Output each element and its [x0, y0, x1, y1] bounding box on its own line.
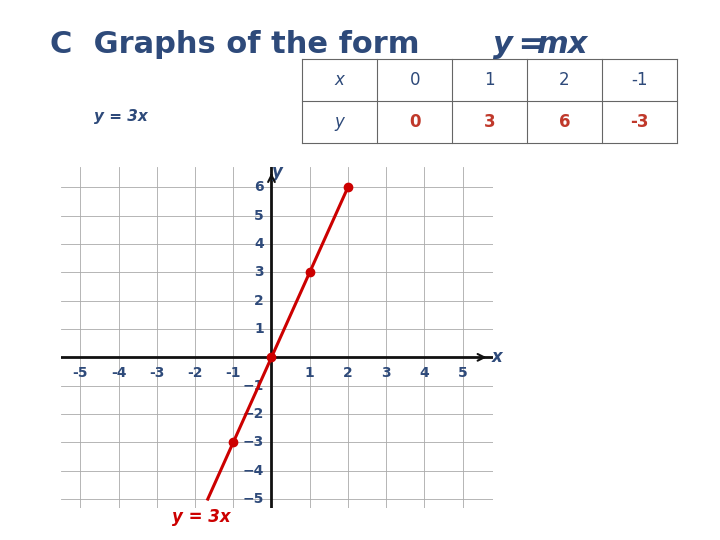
Text: 3: 3 — [254, 265, 264, 279]
Text: 1: 1 — [305, 366, 315, 380]
Text: -3: -3 — [630, 113, 649, 131]
Text: 1: 1 — [254, 322, 264, 336]
Text: −5: −5 — [243, 492, 264, 506]
Text: 0: 0 — [410, 71, 420, 89]
Text: −4: −4 — [243, 464, 264, 478]
Text: y: y — [271, 163, 283, 181]
Text: 2: 2 — [559, 71, 570, 89]
Text: x: x — [491, 348, 502, 366]
Text: 3: 3 — [382, 366, 391, 380]
Text: -4: -4 — [111, 366, 126, 380]
Text: y = 3x: y = 3x — [172, 509, 231, 526]
Text: x: x — [335, 71, 345, 89]
Text: y: y — [335, 113, 345, 131]
Text: 3: 3 — [484, 113, 495, 131]
Text: -5: -5 — [73, 366, 88, 380]
Text: 4: 4 — [254, 237, 264, 251]
Text: 0: 0 — [409, 113, 420, 131]
Text: mx: mx — [536, 30, 588, 59]
Text: y = 3x: y = 3x — [94, 109, 148, 124]
Text: -1: -1 — [631, 71, 647, 89]
Text: −3: −3 — [243, 435, 264, 449]
Text: y: y — [493, 30, 513, 59]
Text: 6: 6 — [559, 113, 570, 131]
Text: =: = — [508, 30, 554, 59]
Text: 6: 6 — [254, 180, 264, 194]
Text: 2: 2 — [254, 294, 264, 308]
Text: 4: 4 — [420, 366, 429, 380]
Text: 5: 5 — [254, 208, 264, 222]
Text: −2: −2 — [243, 407, 264, 421]
Text: -3: -3 — [149, 366, 164, 380]
Text: −1: −1 — [243, 379, 264, 393]
Text: -2: -2 — [187, 366, 203, 380]
Text: 1: 1 — [485, 71, 495, 89]
Text: C  Graphs of the form: C Graphs of the form — [50, 30, 431, 59]
Text: -1: -1 — [225, 366, 241, 380]
Text: 2: 2 — [343, 366, 353, 380]
Text: 5: 5 — [458, 366, 467, 380]
